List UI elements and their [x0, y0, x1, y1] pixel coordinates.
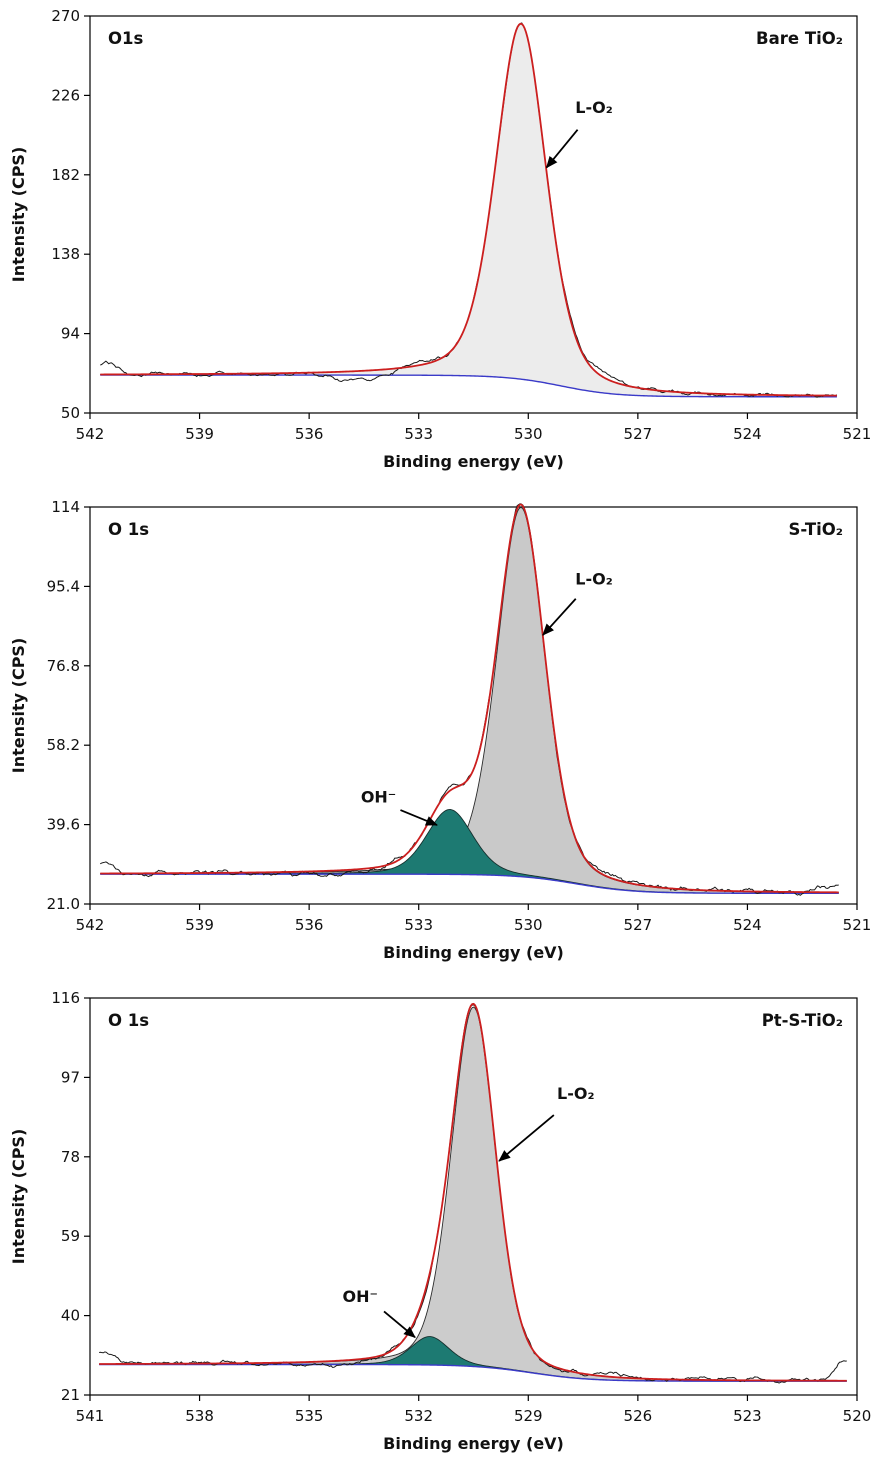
x-tick-label: 532 [404, 1407, 433, 1425]
sample-label: Pt-S-TiO₂ [762, 1011, 843, 1030]
x-tick-label: 520 [843, 1407, 872, 1425]
y-tick-label: 97 [61, 1068, 80, 1086]
x-tick-label: 524 [733, 916, 762, 934]
x-tick-label: 524 [733, 425, 762, 443]
x-tick-label: 542 [76, 916, 105, 934]
y-tick-label: 50 [61, 404, 80, 422]
y-tick-label: 58.2 [47, 736, 80, 754]
annotation-arrow [400, 809, 438, 826]
y-tick-label: 76.8 [47, 657, 80, 675]
annotation-label: L-O₂ [557, 1084, 594, 1103]
annotation-label: OH⁻ [361, 787, 396, 806]
x-tick-label: 541 [76, 1407, 105, 1425]
y-axis-title: Intensity (CPS) [9, 147, 28, 283]
annotation-arrow [542, 598, 577, 636]
y-axis: 21.0 39.6 58.2 76.8 95.4 114 [47, 498, 90, 913]
fit-series [100, 22, 837, 397]
baseline-series [100, 873, 839, 895]
y-tick-label: 94 [61, 325, 80, 343]
y-axis-title: Intensity (CPS) [9, 1129, 28, 1265]
xps-panel-s-tio2: 542 539 536 533 530 527 524 521 21.0 39.6 58.2 76.8… [9, 498, 872, 962]
fit-series [99, 1002, 847, 1382]
x-tick-label: 527 [624, 425, 653, 443]
x-tick-label: 521 [843, 916, 872, 934]
y-tick-label: 270 [51, 7, 80, 25]
x-tick-label: 542 [76, 425, 105, 443]
sample-label: Bare TiO₂ [756, 29, 843, 48]
y-tick-label: 21.0 [47, 895, 80, 913]
annotation-label: L-O₂ [575, 570, 612, 589]
peak-fill-1 [100, 809, 839, 894]
x-axis-title: Binding energy (eV) [383, 943, 564, 962]
baseline-series [100, 374, 837, 398]
x-tick-label: 530 [514, 916, 543, 934]
baseline-series [99, 1363, 847, 1382]
x-axis: 542 539 536 533 530 527 524 521 [76, 413, 872, 443]
peak-fill-0 [100, 23, 837, 397]
x-tick-label: 533 [404, 916, 433, 934]
y-tick-label: 78 [61, 1148, 80, 1166]
y-tick-label: 116 [51, 989, 80, 1007]
y-axis: 50 94 138 182 226 270 [51, 7, 90, 422]
y-tick-label: 21 [61, 1386, 80, 1404]
annotation-label: OH⁻ [343, 1287, 378, 1306]
y-tick-label: 95.4 [47, 577, 80, 595]
x-tick-label: 526 [624, 1407, 653, 1425]
x-tick-label: 539 [185, 425, 214, 443]
x-tick-label: 536 [295, 916, 324, 934]
x-axis: 541 538 535 532 529 526 523 520 [76, 1395, 872, 1425]
y-tick-label: 59 [61, 1227, 80, 1245]
spectrum-label: O 1s [108, 1011, 149, 1030]
spectrum-label: O1s [108, 29, 144, 48]
y-tick-label: 39.6 [47, 816, 80, 834]
xps-panel-bare-tio2: 542 539 536 533 530 527 524 521 50 94 138 182 226 270… [9, 7, 872, 471]
annotation-arrow [545, 129, 579, 169]
x-tick-label: 536 [295, 425, 324, 443]
y-axis: 21 40 59 78 97 116 [51, 989, 90, 1404]
x-tick-label: 535 [295, 1407, 324, 1425]
x-tick-label: 539 [185, 916, 214, 934]
peak-fill-0 [99, 1007, 847, 1382]
y-tick-label: 182 [51, 166, 80, 184]
y-tick-label: 138 [51, 245, 80, 263]
raw-series [99, 1004, 847, 1384]
sample-label: S-TiO₂ [789, 520, 843, 539]
fit-series [100, 503, 839, 894]
x-axis: 542 539 536 533 530 527 524 521 [76, 904, 872, 934]
xps-panel-pt-s-tio2: 541 538 535 532 529 526 523 520 21 40 59 78 97 116 Bin… [9, 989, 872, 1453]
x-axis-title: Binding energy (eV) [383, 452, 564, 471]
x-tick-label: 530 [514, 425, 543, 443]
x-tick-label: 523 [733, 1407, 762, 1425]
x-tick-label: 529 [514, 1407, 543, 1425]
y-tick-label: 114 [51, 498, 80, 516]
y-axis-title: Intensity (CPS) [9, 638, 28, 774]
y-tick-label: 226 [51, 86, 80, 104]
x-tick-label: 521 [843, 425, 872, 443]
x-axis-title: Binding energy (eV) [383, 1434, 564, 1453]
x-tick-label: 533 [404, 425, 433, 443]
annotation-arrow [383, 1310, 416, 1339]
x-tick-label: 527 [624, 916, 653, 934]
annotation-label: L-O₂ [575, 98, 612, 117]
y-tick-label: 40 [61, 1307, 80, 1325]
spectrum-label: O 1s [108, 520, 149, 539]
x-tick-label: 538 [185, 1407, 214, 1425]
annotation-arrow [498, 1114, 555, 1162]
